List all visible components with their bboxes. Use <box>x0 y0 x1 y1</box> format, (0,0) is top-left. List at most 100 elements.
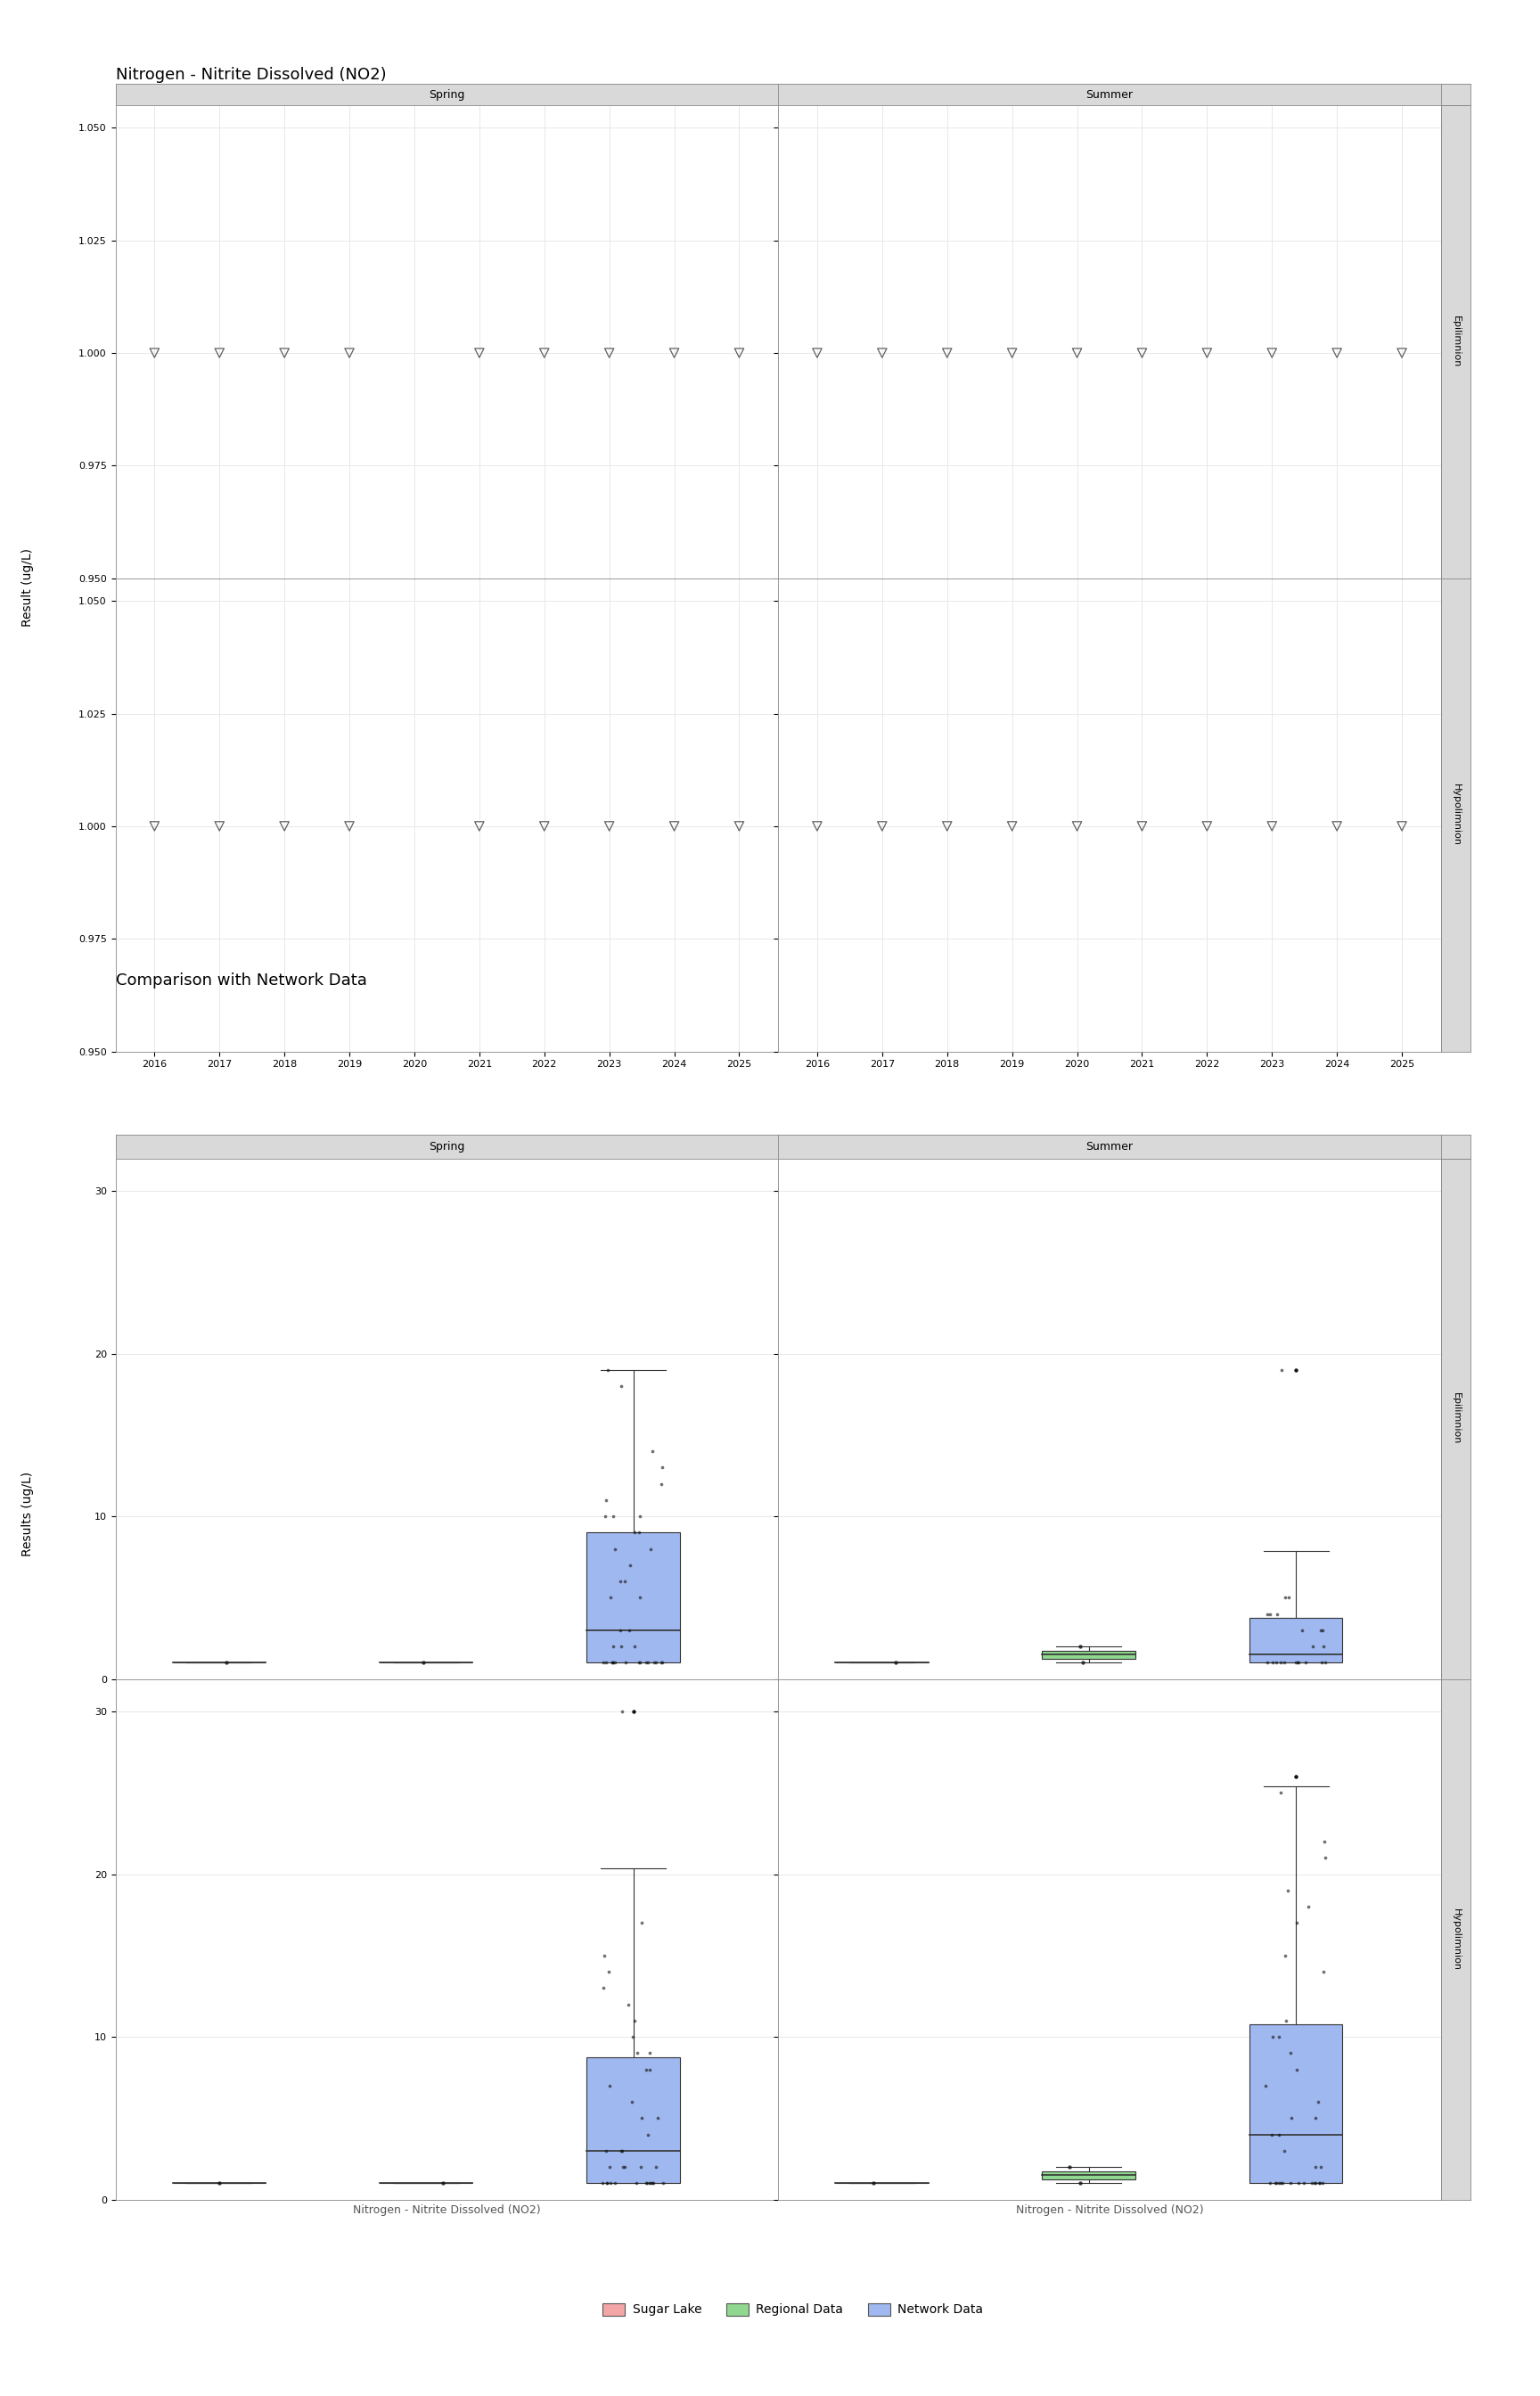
Point <box>1278 2034 1303 2073</box>
Point <box>999 807 1024 846</box>
Point <box>1303 2164 1327 2202</box>
Point <box>1130 333 1155 371</box>
Point <box>337 333 362 371</box>
Point <box>1284 2051 1309 2089</box>
Point <box>208 807 233 846</box>
Point <box>594 1481 619 1519</box>
Point <box>1258 1596 1283 1634</box>
Point <box>1389 807 1414 846</box>
Point <box>1306 2164 1331 2202</box>
Point <box>644 1644 668 1682</box>
Point <box>935 333 959 371</box>
Text: Spring: Spring <box>428 1140 465 1152</box>
Point <box>935 807 959 846</box>
Point <box>641 2164 665 2202</box>
Bar <box>587 1533 679 1663</box>
Point <box>1264 2164 1289 2202</box>
Point <box>596 1351 621 1390</box>
Point <box>1275 1871 1300 1910</box>
Point <box>622 1627 647 1665</box>
Point <box>644 2147 668 2185</box>
Point <box>630 1905 654 1943</box>
Point <box>599 2164 624 2202</box>
Point <box>591 1970 616 2008</box>
Point <box>467 807 491 846</box>
Point <box>1264 1596 1289 1634</box>
Point <box>1269 1644 1294 1682</box>
Point <box>1311 2164 1335 2202</box>
Point <box>648 1464 673 1502</box>
Point <box>594 2164 619 2202</box>
Point <box>608 1610 633 1648</box>
Point <box>601 1498 625 1536</box>
Point <box>645 2099 670 2137</box>
Point <box>870 807 895 846</box>
Point <box>639 2164 664 2202</box>
Point <box>608 1562 633 1601</box>
Point <box>1311 1953 1335 1991</box>
X-axis label: Nitrogen - Nitrite Dissolved (NO2): Nitrogen - Nitrite Dissolved (NO2) <box>1016 2204 1203 2216</box>
Point <box>641 1433 665 1471</box>
Point <box>206 2164 231 2202</box>
Point <box>1284 1644 1309 1682</box>
Point <box>1067 2164 1092 2202</box>
Point <box>1067 1627 1092 1665</box>
Point <box>1272 1644 1297 1682</box>
Point <box>628 2147 653 2185</box>
Point <box>1300 2164 1324 2202</box>
Point <box>662 333 687 371</box>
Point <box>1303 2099 1327 2137</box>
Point <box>638 2164 662 2202</box>
Point <box>1260 333 1284 371</box>
Text: Hypolimnion: Hypolimnion <box>1451 783 1460 846</box>
Point <box>1267 2164 1292 2202</box>
Point <box>650 1447 675 1486</box>
Point <box>596 1953 621 1991</box>
Text: Epilimnion: Epilimnion <box>1451 316 1460 367</box>
Point <box>613 1644 638 1682</box>
Point <box>651 2164 676 2202</box>
Point <box>861 2164 885 2202</box>
Point <box>601 1627 625 1665</box>
Point <box>608 1368 633 1406</box>
Point <box>634 2164 659 2202</box>
Point <box>1312 1644 1337 1682</box>
Point <box>1294 1644 1318 1682</box>
Point <box>1195 807 1220 846</box>
Point <box>610 2132 634 2171</box>
Point <box>602 1529 627 1567</box>
Point <box>1270 2164 1295 2202</box>
Point <box>870 333 895 371</box>
Point <box>1260 807 1284 846</box>
Point <box>604 1644 628 1682</box>
Point <box>591 1644 616 1682</box>
Point <box>1306 2082 1331 2120</box>
Point <box>1307 2147 1332 2185</box>
Point <box>630 2099 654 2137</box>
Text: Summer: Summer <box>1086 89 1133 101</box>
Point <box>142 333 166 371</box>
Point <box>467 333 491 371</box>
Point <box>634 1644 659 1682</box>
Text: Nitrogen - Nitrite Dissolved (NO2): Nitrogen - Nitrite Dissolved (NO2) <box>116 67 387 84</box>
Point <box>1255 1644 1280 1682</box>
Point <box>1311 1627 1335 1665</box>
Point <box>621 1692 645 1730</box>
Point <box>1303 2147 1327 2185</box>
Point <box>627 1644 651 1682</box>
Point <box>1286 1644 1311 1682</box>
Point <box>1254 2065 1278 2104</box>
Point <box>431 2164 456 2202</box>
Point <box>622 1514 647 1553</box>
Point <box>805 333 830 371</box>
Point <box>628 1579 653 1617</box>
Point <box>1284 1756 1309 1795</box>
Point <box>627 1644 651 1682</box>
Point <box>613 1562 638 1601</box>
Point <box>805 807 830 846</box>
Point <box>638 2051 662 2089</box>
Point <box>639 1529 664 1567</box>
Point <box>411 1644 436 1682</box>
Point <box>625 2034 650 2073</box>
Point <box>531 807 556 846</box>
